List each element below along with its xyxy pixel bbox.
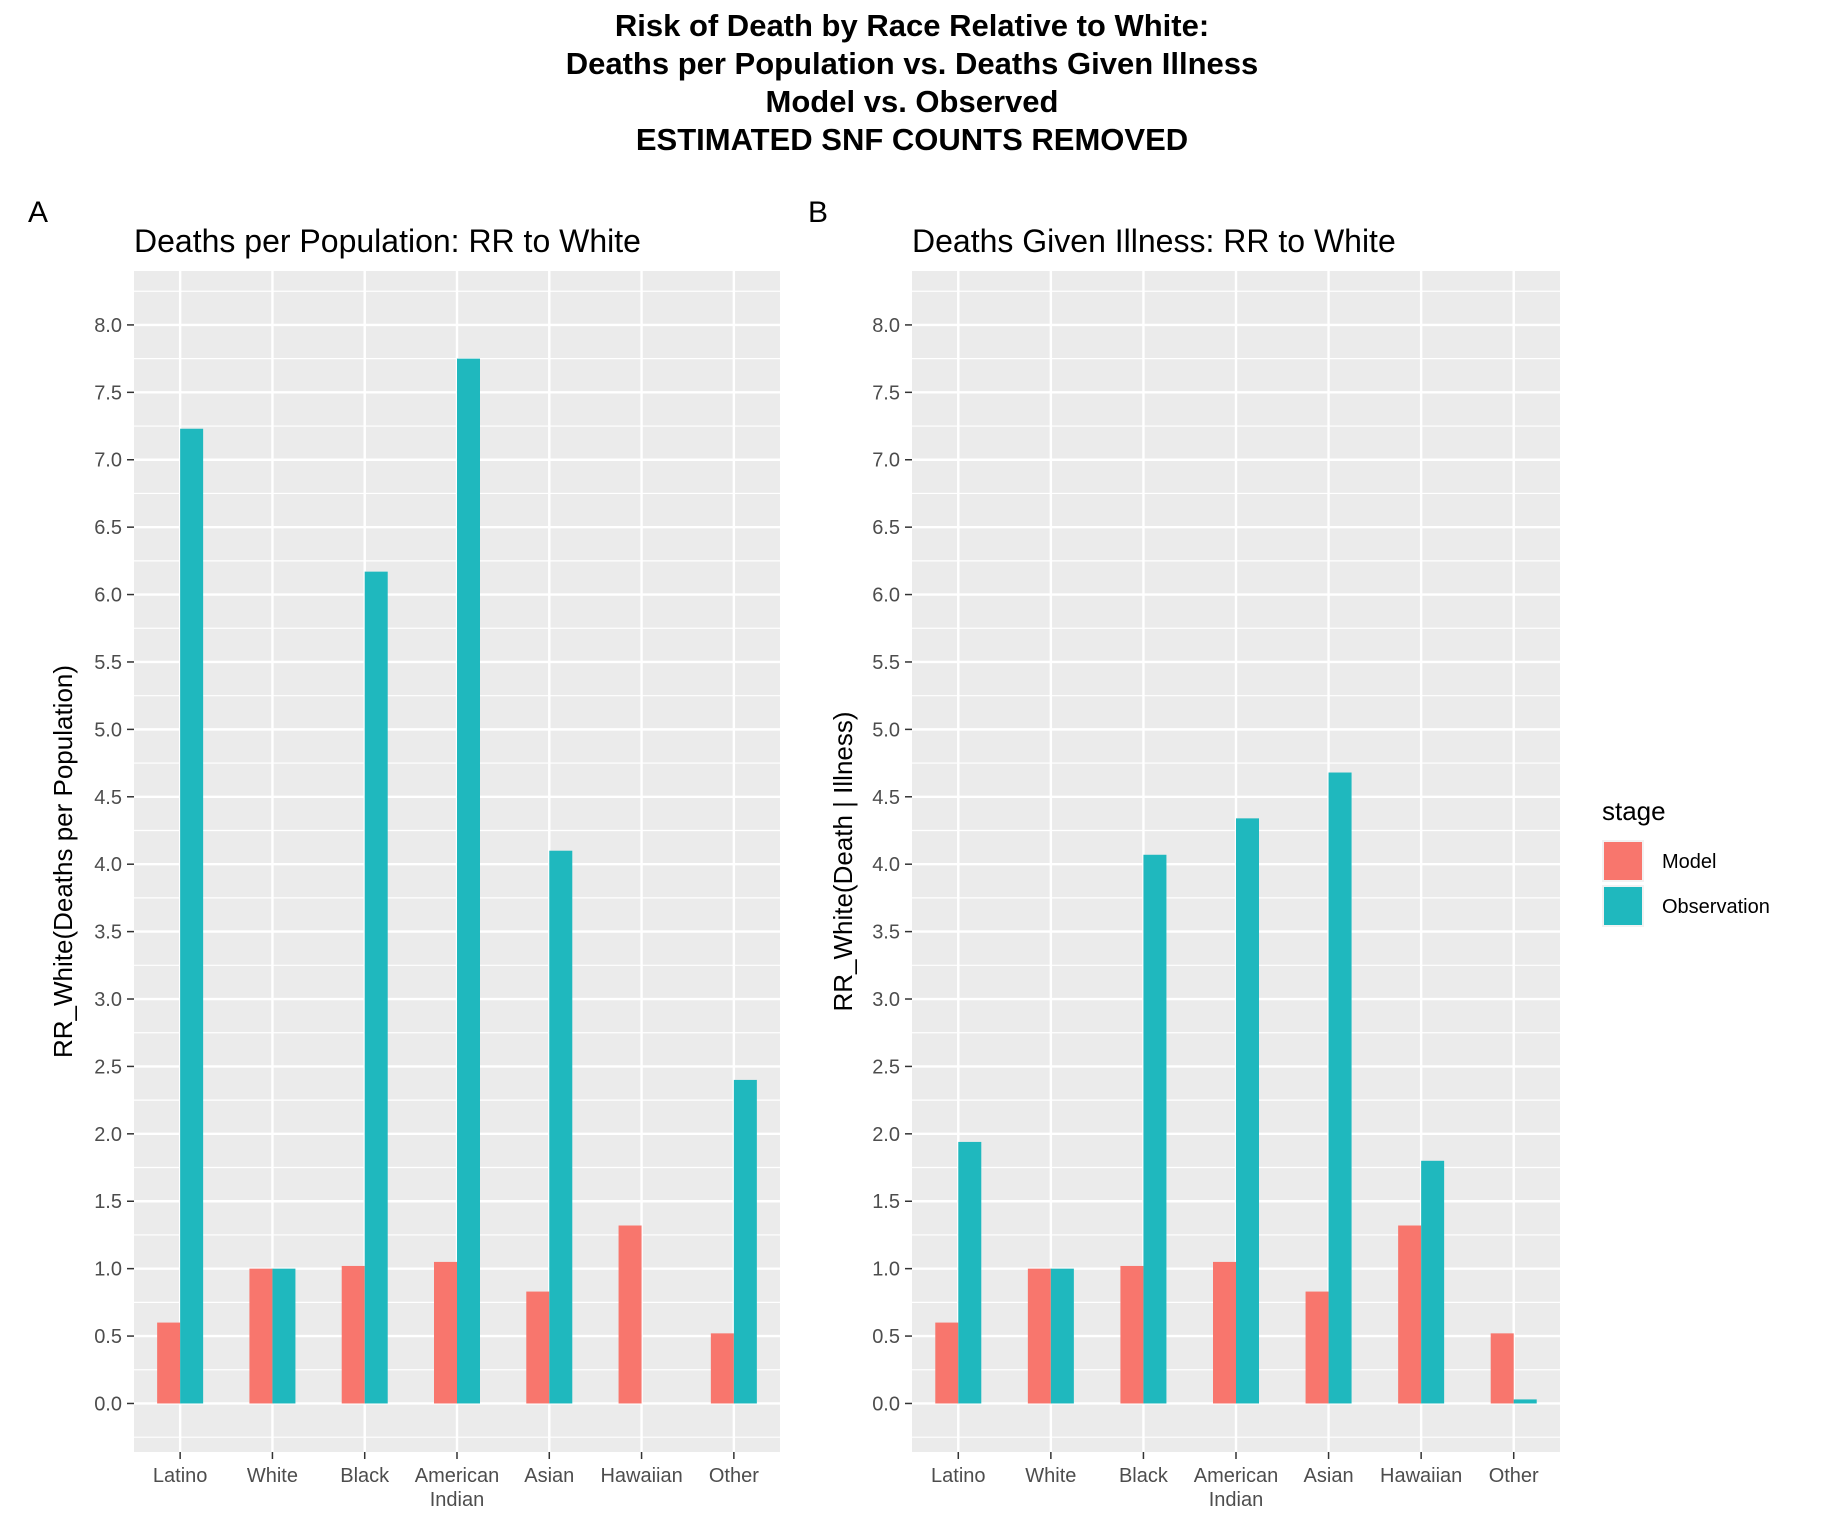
x-tick-label: Hawaiian [1380,1465,1462,1487]
y-tick-label: 3.0 [94,989,122,1011]
y-tick-label: 8.0 [94,315,122,337]
panel-tag: A [28,196,48,229]
y-tick-label: 0.0 [94,1393,122,1415]
chart-panel-b: B Deaths Given Illness: RR to White 0.0 0.5… [808,196,1560,1511]
main-title-line: ESTIMATED SNF COUNTS REMOVED [636,122,1188,157]
bar-model [157,1322,181,1404]
y-tick-label: 4.5 [94,787,122,809]
y-tick-label: 3.5 [94,922,122,944]
x-tick-label: American [415,1465,499,1487]
bar-observation [1236,818,1259,1404]
x-tick-label: Other [1489,1465,1539,1487]
y-tick-label: 6.0 [94,585,122,607]
bar-model [1213,1261,1236,1404]
bar-model [341,1265,365,1404]
bar-model [526,1291,550,1404]
bar-observation [549,850,573,1404]
y-tick-label: 0.0 [872,1393,900,1415]
bar-model [1490,1333,1514,1404]
x-tick-label: Black [1119,1465,1169,1487]
y-tick-label: 3.0 [872,989,900,1011]
x-tick-label: Indian [430,1489,485,1511]
panel-title: Deaths Given Illness: RR to White [912,223,1396,259]
bar-observation [180,428,204,1404]
main-title: Risk of Death by Race Relative to White:… [566,8,1259,157]
chart-panel-a: A Deaths per Population: RR to White 0.0 0.… [28,196,780,1511]
bar-model [249,1268,273,1404]
main-title-line: Deaths per Population vs. Deaths Given I… [566,46,1259,81]
y-tick-label: 4.0 [872,854,900,876]
panel-title: Deaths per Population: RR to White [134,223,641,259]
y-tick-label: 7.0 [94,450,122,472]
y-tick-label: 3.5 [872,922,900,944]
chart-panels: A Deaths per Population: RR to White 0.0 0.… [28,196,1560,1511]
legend-label: Model [1662,851,1716,873]
y-tick-label: 6.5 [872,517,900,539]
y-tick-label: 2.0 [94,1124,122,1146]
y-tick-label: 1.0 [872,1259,900,1281]
legend: stage Model Observation [1602,796,1770,927]
x-tick-label: American [1194,1465,1278,1487]
y-tick-label: 1.5 [872,1191,900,1213]
bar-model [434,1261,457,1404]
bar-model [618,1225,642,1404]
x-tick-label: White [1025,1465,1076,1487]
x-tick-label: Black [340,1465,390,1487]
x-tick-label: Indian [1209,1489,1264,1511]
y-tick-label: 7.0 [872,450,900,472]
bar-observation [272,1268,296,1404]
y-tick-label: 1.0 [94,1259,122,1281]
bar-model [1398,1225,1422,1404]
y-tick-label: 1.5 [94,1191,122,1213]
y-tick-label: 7.5 [94,382,122,404]
bar-observation [733,1079,757,1404]
y-tick-label: 2.0 [872,1124,900,1146]
y-tick-label: 0.5 [94,1326,122,1348]
legend-key-observation [1604,887,1642,925]
bar-observation [1421,1160,1445,1404]
bar-observation [1328,772,1352,1404]
y-tick-label: 5.5 [872,652,900,674]
main-title-line: Risk of Death by Race Relative to White: [615,8,1209,43]
bar-observation [1143,854,1167,1404]
bar-model [1305,1291,1329,1404]
y-tick-label: 5.0 [872,719,900,741]
x-tick-label: White [247,1465,298,1487]
x-tick-label: Asian [1304,1465,1354,1487]
bar-observation [1050,1268,1074,1404]
legend-label: Observation [1662,896,1770,918]
main-title-line: Model vs. Observed [766,84,1059,119]
y-tick-label: 4.0 [94,854,122,876]
y-axis-title: RR_White(Deaths per Population) [48,665,78,1058]
y-axis-title: RR_White(Death | Illness) [828,711,858,1011]
panel-tag: B [808,196,828,229]
bar-observation [1513,1399,1537,1404]
y-tick-label: 7.5 [872,382,900,404]
bar-model [1027,1268,1051,1404]
y-tick-label: 5.0 [94,719,122,741]
bar-model [710,1333,734,1404]
bar-observation [457,358,480,1404]
bar-model [935,1322,959,1404]
y-tick-label: 6.0 [872,585,900,607]
x-tick-label: Other [709,1465,759,1487]
x-tick-label: Latino [931,1465,986,1487]
legend-key-model [1604,842,1642,880]
x-tick-label: Latino [153,1465,208,1487]
x-tick-label: Asian [524,1465,574,1487]
x-tick-label: Hawaiian [600,1465,682,1487]
bar-observation [364,571,388,1404]
legend-title: stage [1602,796,1666,826]
y-tick-label: 6.5 [94,517,122,539]
y-tick-label: 2.5 [94,1056,122,1078]
y-tick-label: 2.5 [872,1056,900,1078]
y-tick-label: 5.5 [94,652,122,674]
bar-model [1120,1265,1144,1404]
bar-observation [958,1141,982,1404]
y-tick-label: 0.5 [872,1326,900,1348]
y-tick-label: 8.0 [872,315,900,337]
y-tick-label: 4.5 [872,787,900,809]
